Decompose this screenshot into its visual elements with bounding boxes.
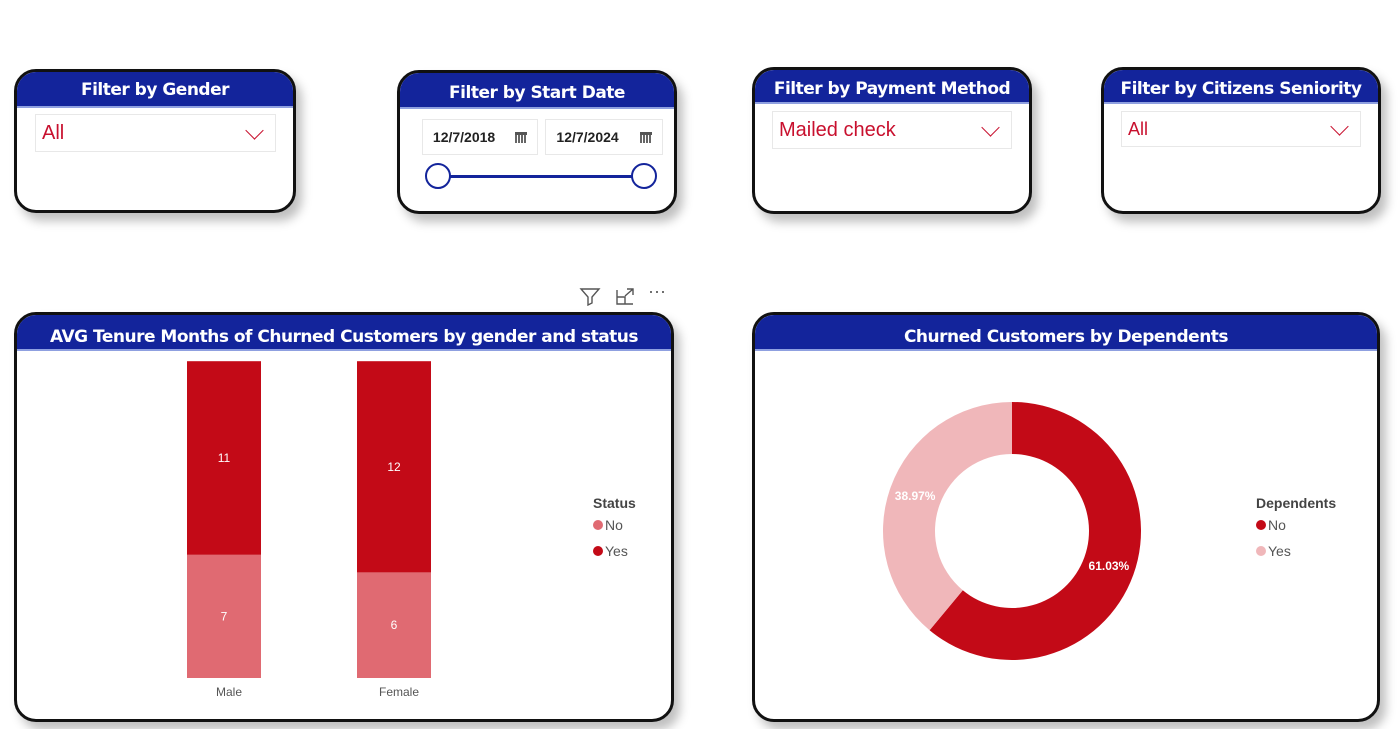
calendar-icon[interactable] (639, 131, 652, 143)
legend-item-yes[interactable]: Yes (1256, 543, 1336, 559)
payment-filter-title: Filter by Payment Method (755, 70, 1029, 104)
donut-data-label: 38.97% (895, 489, 936, 503)
legend-dot (1256, 520, 1266, 530)
chevron-down-icon (245, 120, 264, 140)
x-tick-label: Female (379, 685, 419, 699)
bar-data-label: 7 (221, 609, 228, 623)
from-date: 12/7/2018 (432, 129, 496, 145)
start-date-to-input[interactable]: 12/7/2024 (545, 119, 663, 155)
date-slider-end-handle[interactable] (631, 163, 657, 189)
legend-label: Yes (605, 543, 628, 559)
payment-dropdown[interactable]: Mailed check (772, 111, 1012, 149)
tenure-chart-title: AVG Tenure Months of Churned Customers b… (17, 315, 671, 351)
donut-data-label: 61.03% (1089, 559, 1130, 573)
bar-yes-male[interactable] (187, 361, 261, 555)
legend-label: No (1268, 517, 1286, 533)
legend-label: Yes (1268, 543, 1291, 559)
legend-dot (1256, 546, 1266, 556)
start-date-filter-title: Filter by Start Date (400, 73, 674, 109)
bar-yes-female[interactable] (357, 361, 431, 573)
legend-dot (593, 546, 603, 556)
dependents-chart-card: Churned Customers by Dependents 61.03% 38… (752, 312, 1380, 722)
filter-icon[interactable] (579, 286, 601, 311)
chevron-down-icon (1330, 116, 1349, 136)
start-date-from-input[interactable]: 12/7/2018 (422, 119, 538, 155)
bar-no-female[interactable] (357, 572, 431, 678)
gender-dropdown[interactable]: All (35, 114, 276, 152)
legend-title: Status (593, 495, 636, 511)
bar-data-label: 6 (391, 618, 398, 632)
legend-item-no[interactable]: No (593, 517, 636, 533)
legend-label: No (605, 517, 623, 533)
donut-slice-no[interactable] (929, 402, 1141, 660)
dependents-donut-chart: 61.03% 38.97% (883, 402, 1141, 660)
seniority-dropdown[interactable]: All (1121, 111, 1361, 147)
bar-data-label: 12 (387, 460, 401, 474)
seniority-value: All (1128, 118, 1149, 139)
bar-data-label: 11 (218, 451, 231, 465)
calendar-icon[interactable] (515, 131, 528, 143)
more-options-icon[interactable]: ⋯ (648, 282, 666, 302)
legend-title: Dependents (1256, 495, 1337, 511)
legend-dot (593, 520, 603, 530)
tenure-bar-chart: 7 11 Male 6 12 Female (187, 361, 431, 699)
to-date: 12/7/2024 (556, 129, 619, 145)
chevron-down-icon (981, 117, 1000, 137)
start-date-filter-card: Filter by Start Date 12/7/2018 12/7/2024 (397, 70, 677, 214)
gender-value: All (42, 121, 65, 144)
date-slider-track[interactable] (440, 175, 645, 178)
bar-no-male[interactable] (187, 554, 261, 678)
gender-filter-card: Filter by Gender All (14, 69, 296, 213)
status-legend: Status No Yes (593, 495, 636, 569)
focus-mode-icon[interactable] (614, 286, 636, 311)
dependents-chart-title: Churned Customers by Dependents (755, 315, 1377, 351)
x-tick-label: Male (216, 685, 242, 699)
donut-slice-yes[interactable] (883, 402, 1012, 631)
payment-value: Mailed check (779, 118, 896, 141)
legend-item-yes[interactable]: Yes (593, 543, 636, 559)
date-slider-start-handle[interactable] (425, 163, 451, 189)
dependents-legend: Dependents No Yes (1256, 495, 1336, 569)
legend-item-no[interactable]: No (1256, 517, 1336, 533)
seniority-filter-title: Filter by Citizens Seniority (1104, 70, 1378, 104)
payment-filter-card: Filter by Payment Method Mailed check (752, 67, 1032, 214)
gender-filter-title: Filter by Gender (17, 72, 293, 108)
seniority-filter-card: Filter by Citizens Seniority All (1101, 67, 1381, 214)
tenure-chart-card: AVG Tenure Months of Churned Customers b… (14, 312, 674, 722)
